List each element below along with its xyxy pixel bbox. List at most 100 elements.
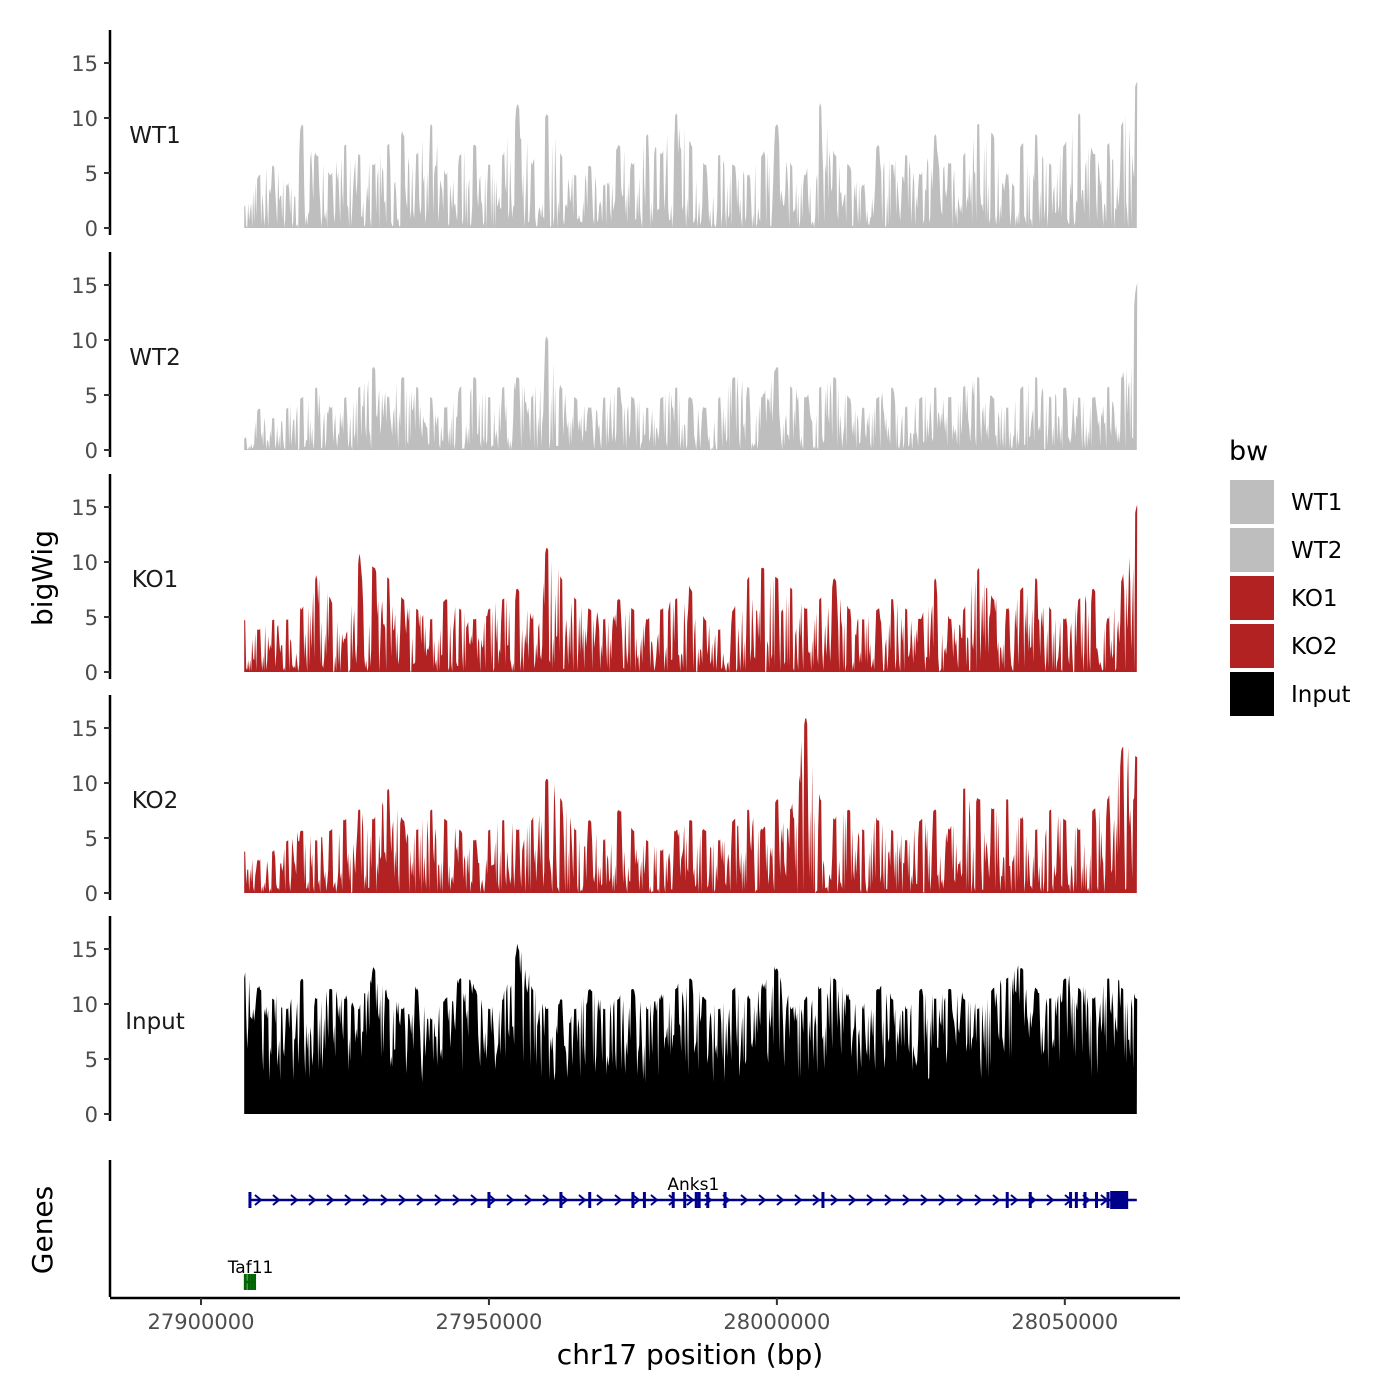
- strand-arrow: [758, 1194, 767, 1206]
- exon: [588, 1192, 592, 1208]
- strand-arrow: [866, 1194, 875, 1206]
- legend-label-wt2: WT2: [1291, 538, 1342, 564]
- legend: bw WT1 WT2 KO1 KO2 Input: [1229, 436, 1351, 716]
- strand-arrow: [506, 1194, 515, 1206]
- exon: [1106, 1192, 1110, 1208]
- strand-arrow: [902, 1194, 911, 1206]
- y-tick-label: 10: [71, 107, 98, 131]
- y-tick-label: 0: [85, 661, 98, 685]
- strand-arrow: [416, 1194, 425, 1206]
- strand-arrow: [362, 1194, 371, 1206]
- exon: [253, 1274, 257, 1290]
- legend-swatch-ko2: [1230, 624, 1274, 668]
- strand-arrow: [938, 1194, 947, 1206]
- strand-arrow: [920, 1194, 929, 1206]
- strand-arrow: [380, 1194, 389, 1206]
- coverage-area-wt2: [244, 282, 1138, 450]
- exon: [706, 1192, 710, 1208]
- strand-arrow: [830, 1194, 839, 1206]
- coverage-area-input: [244, 943, 1138, 1114]
- gene-taf11: Taf11: [227, 1258, 273, 1290]
- strand-arrow: [650, 1194, 659, 1206]
- strand-arrow: [974, 1194, 983, 1206]
- exon: [1110, 1191, 1129, 1209]
- strand-arrow: [434, 1194, 443, 1206]
- y-tick-label: 15: [71, 938, 98, 962]
- exon: [671, 1192, 675, 1208]
- gene-track: Anks1 Taf11: [108, 1160, 1137, 1297]
- legend-label-input: Input: [1291, 682, 1351, 708]
- track-label-input: Input: [125, 1009, 185, 1035]
- track-label-ko2: KO2: [132, 788, 179, 814]
- strand-arrow: [326, 1194, 335, 1206]
- coverage-area-wt1: [244, 81, 1138, 228]
- strand-arrow: [344, 1194, 353, 1206]
- track-ko1: 0 5 10 15 KO1: [71, 474, 1138, 685]
- x-tick-label: 27950000: [435, 1310, 542, 1334]
- exon: [250, 1274, 254, 1290]
- y-tick-label: 10: [71, 772, 98, 796]
- y-tick-label: 15: [71, 52, 98, 76]
- strand-arrow: [452, 1194, 461, 1206]
- exon: [642, 1192, 646, 1208]
- strand-arrow: [272, 1194, 281, 1206]
- coverage-tracks: 0 5 10 15 WT1 0 5 10 15 WT2 0 5 10 15 KO1 0 5 10 15 KO2 0 5 10…: [71, 30, 1138, 1127]
- legend-swatch-input: [1230, 672, 1274, 716]
- strand-arrow: [812, 1194, 821, 1206]
- strand-arrow: [1010, 1194, 1019, 1206]
- track-label-wt1: WT1: [129, 123, 180, 149]
- exon: [723, 1192, 727, 1208]
- strand-arrow: [290, 1194, 299, 1206]
- x-axis-title: chr17 position (bp): [557, 1338, 823, 1371]
- y-tick-label: 15: [71, 496, 98, 520]
- legend-title: bw: [1229, 436, 1268, 467]
- legend-swatch-wt1: [1230, 480, 1274, 524]
- y-tick-label: 10: [71, 551, 98, 575]
- gene-anks1: Anks1: [248, 1175, 1137, 1209]
- legend-label-ko1: KO1: [1291, 586, 1338, 612]
- legend-label-ko2: KO2: [1291, 634, 1338, 660]
- exon: [1005, 1192, 1009, 1208]
- exon: [1074, 1192, 1078, 1208]
- exon: [487, 1192, 491, 1208]
- exon: [1094, 1192, 1098, 1208]
- exon: [821, 1192, 825, 1208]
- y-axis-title-genes: Genes: [26, 1186, 59, 1274]
- exon: [631, 1192, 635, 1208]
- y-tick-label: 0: [85, 439, 98, 463]
- y-tick-label: 5: [85, 606, 98, 630]
- y-tick-label: 5: [85, 827, 98, 851]
- x-tick-label: 28000000: [723, 1310, 830, 1334]
- strand-arrow: [398, 1194, 407, 1206]
- track-wt1: 0 5 10 15 WT1: [71, 30, 1138, 241]
- strand-arrow: [668, 1194, 677, 1206]
- strand-arrow: [794, 1194, 803, 1206]
- track-input: 0 5 10 15 Input: [71, 916, 1138, 1127]
- y-tick-label: 0: [85, 217, 98, 241]
- y-tick-label: 15: [71, 717, 98, 741]
- strand-arrow: [740, 1194, 749, 1206]
- strand-arrow: [956, 1194, 965, 1206]
- gene-label-anks1: Anks1: [667, 1175, 719, 1195]
- strand-arrow: [992, 1194, 1001, 1206]
- exon: [697, 1192, 701, 1208]
- x-axis: 27900000 27950000 28000000 28050000: [110, 1296, 1180, 1334]
- strand-arrow: [632, 1194, 641, 1206]
- exon: [247, 1274, 251, 1290]
- exon: [683, 1192, 687, 1208]
- track-label-ko1: KO1: [132, 567, 179, 593]
- exon: [1083, 1192, 1087, 1208]
- y-tick-label: 15: [71, 274, 98, 298]
- strand-arrow: [254, 1194, 263, 1206]
- strand-arrow: [848, 1194, 857, 1206]
- y-axis-title-bigwig: bigWig: [26, 530, 59, 626]
- track-label-wt2: WT2: [129, 345, 180, 371]
- y-tick-label: 5: [85, 1048, 98, 1072]
- strand-arrow: [542, 1194, 551, 1206]
- strand-arrow: [488, 1194, 497, 1206]
- strand-arrow: [776, 1194, 785, 1206]
- exon: [559, 1192, 563, 1208]
- y-tick-label: 10: [71, 993, 98, 1017]
- x-tick-label: 27900000: [148, 1310, 255, 1334]
